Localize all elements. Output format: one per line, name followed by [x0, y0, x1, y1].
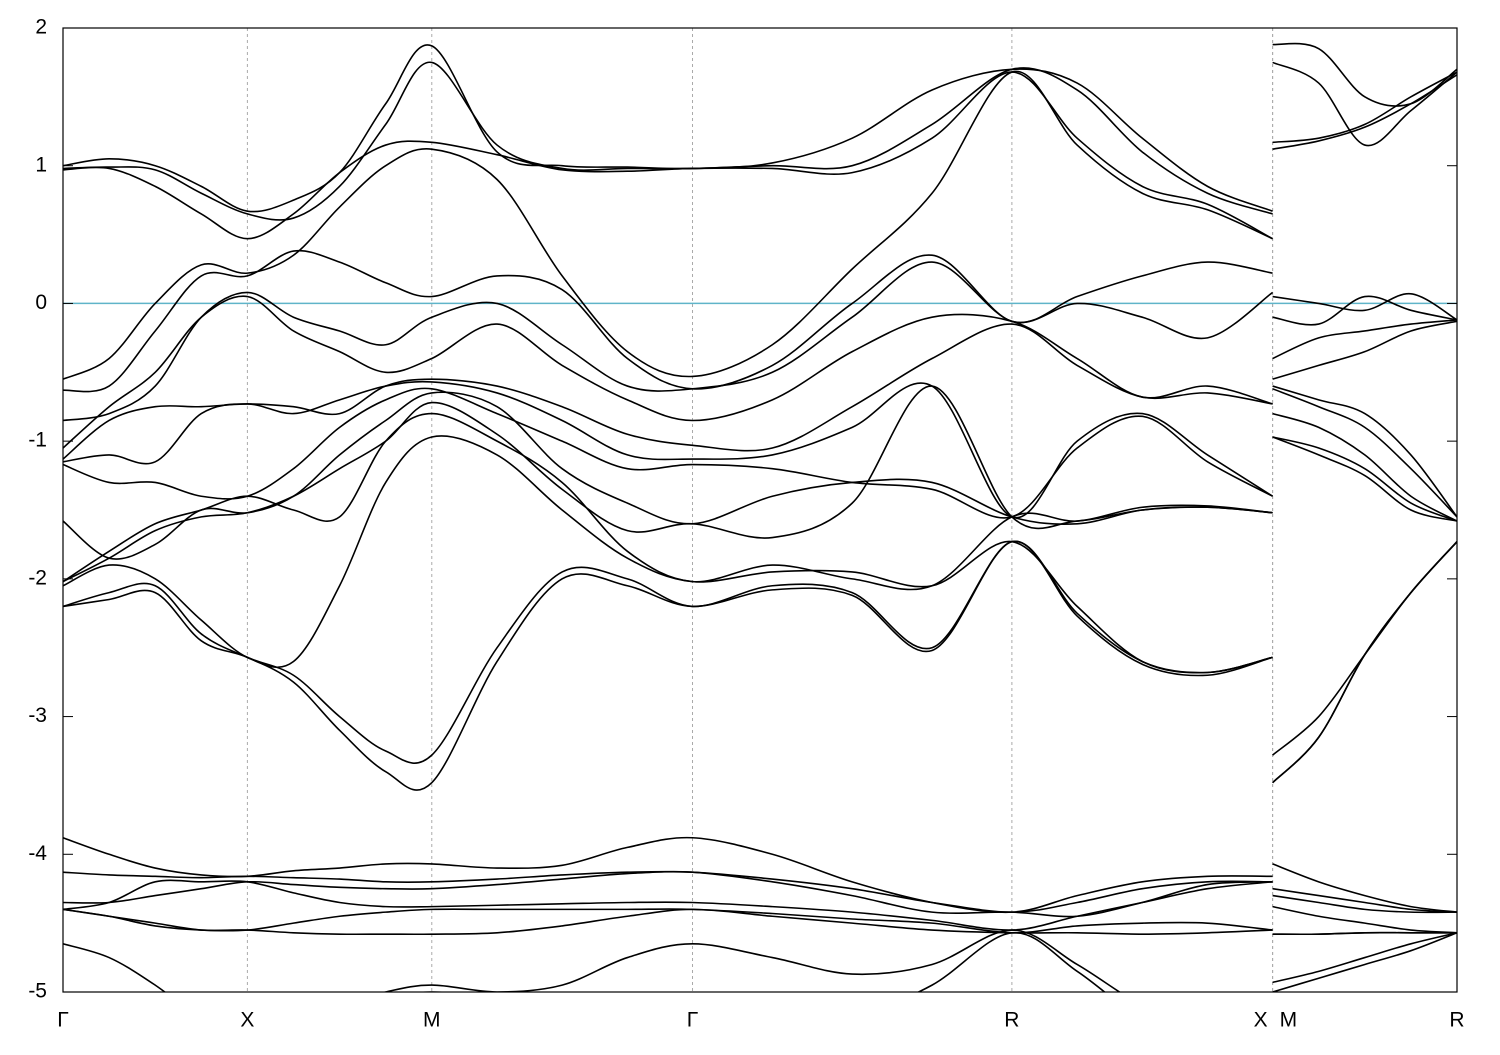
band-line [63, 70, 1457, 380]
band-line [63, 870, 1457, 913]
band-line [63, 380, 1457, 519]
band-line [63, 261, 1457, 422]
x-tick-label: R [1004, 1009, 1019, 1032]
band-line [63, 879, 1457, 934]
band-line [63, 249, 1457, 393]
grid [246, 28, 1274, 992]
band-line [63, 929, 1457, 992]
x-tick-label: R [1449, 1009, 1464, 1032]
band-line [63, 71, 1457, 240]
band-line [414, 931, 1457, 992]
bands [63, 42, 1457, 992]
band-line [63, 412, 1457, 591]
x-tick-label: X [240, 1009, 254, 1032]
plot-frame [62, 27, 1458, 993]
y-tick-label: 0 [35, 291, 47, 314]
y-tick-label: -3 [28, 704, 47, 727]
y-tick-label: 1 [35, 153, 47, 176]
y-tick-label: -2 [28, 566, 47, 589]
x-tick-label: Γ [687, 1009, 699, 1032]
band-line [63, 295, 1457, 449]
band-line [63, 870, 1457, 918]
x-tick-label: Γ [57, 1009, 69, 1032]
band-line [63, 908, 1457, 936]
x-tick-label: M [423, 1009, 441, 1032]
band-line [63, 540, 1457, 791]
x-tick-label: M [1280, 1009, 1298, 1032]
y-tick-label: -1 [28, 429, 47, 452]
y-tick-label: -5 [28, 980, 47, 1003]
band-line [63, 61, 1457, 221]
y-tick-label: -4 [28, 842, 47, 865]
y-tick-label: 2 [35, 16, 47, 39]
band-line [63, 385, 1457, 583]
x-tick-label: X [1254, 1009, 1268, 1032]
